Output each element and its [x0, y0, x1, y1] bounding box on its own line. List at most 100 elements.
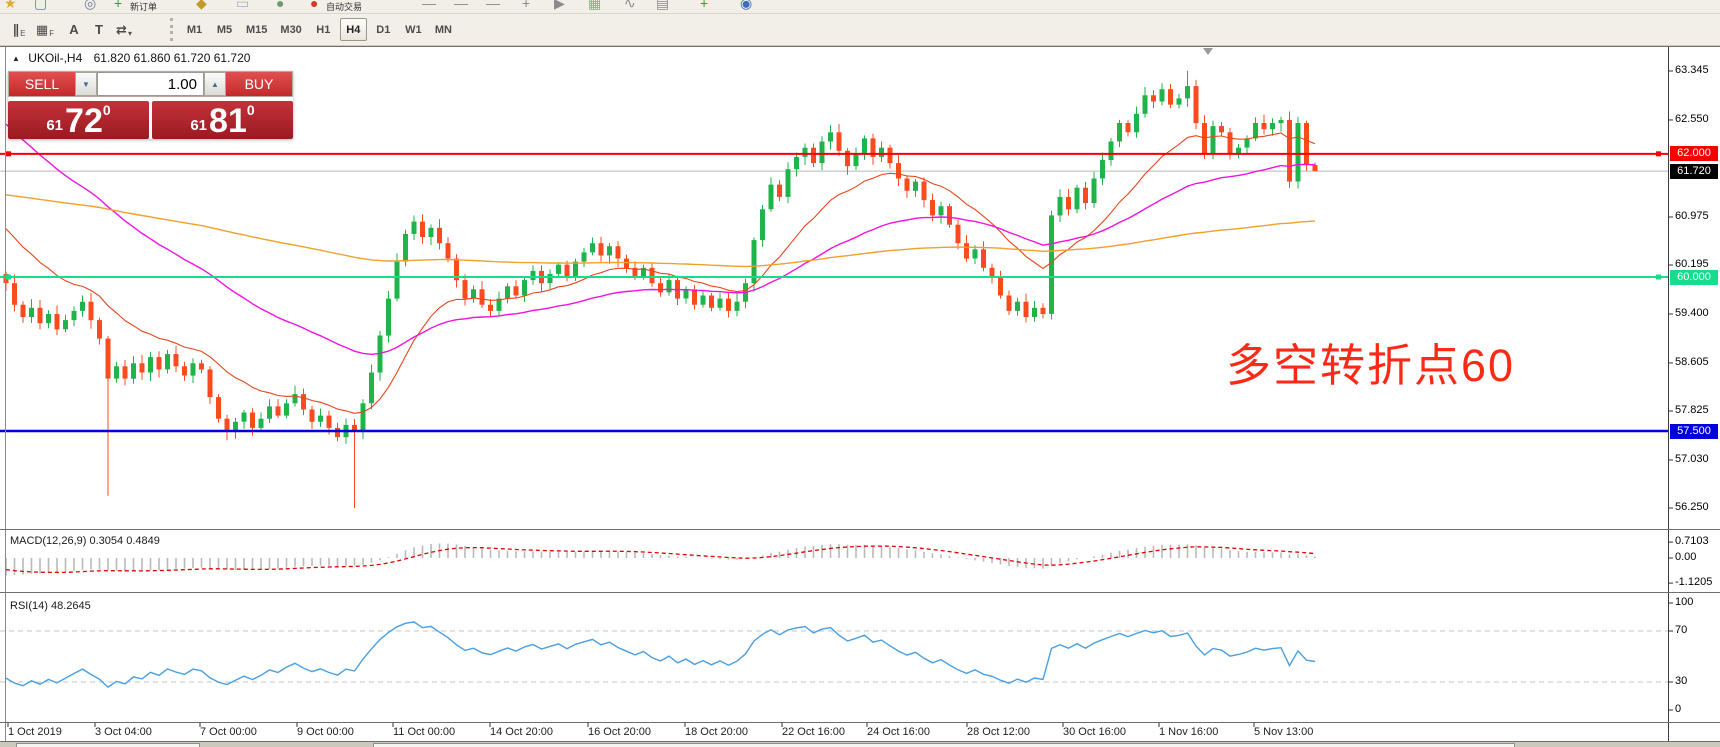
expert-advisor-icon[interactable]: ◆ [196, 0, 207, 11]
sell-price-pip: 0 [102, 102, 111, 118]
trade-panel-controls: SELL ▼ ▲ BUY [8, 71, 293, 97]
timeframe-button-d1[interactable]: D1 [370, 18, 397, 41]
timeframe-button-h4[interactable]: H4 [339, 18, 367, 41]
buy-price-prefix: 61 [190, 117, 208, 134]
timeframe-button-h1[interactable]: H1 [310, 18, 337, 41]
timeframe-button-m30[interactable]: M30 [275, 18, 306, 41]
timeframe-button-m1[interactable]: M1 [181, 18, 208, 41]
image-icon[interactable]: ▦ [588, 0, 602, 11]
timeframe-button-mn[interactable]: MN [430, 18, 457, 41]
arrows-tool-icon[interactable]: ⇄ ▾ [116, 21, 132, 39]
sell-button[interactable]: SELL [9, 72, 75, 96]
new-order-icon[interactable]: + [114, 0, 123, 11]
timeframe-button-m15[interactable]: M15 [241, 18, 272, 41]
ohlc-values: 61.820 61.860 61.720 61.720 [93, 51, 251, 65]
price-tick-label: 60.195 [1675, 258, 1709, 271]
timeframe-button-row: M1 M5 M15 M30 H1 H4 D1 W1 MN [181, 18, 457, 41]
drawing-and-timeframe-toolbar: M1 M5 M15 M30 H1 H4 D1 W1 MN ∥ E ▦ F A T ⇄ ▾ [0, 14, 1720, 46]
symbol-name: UKOil-,H4 [28, 51, 83, 65]
price-tick-label: 60.975 [1675, 209, 1709, 222]
window-bottom-strip [0, 742, 1720, 747]
date-tick-label: 7 Oct 00:00 [200, 726, 257, 738]
symbol-ohlc-header: UKOil-,H4 61.820 61.860 61.720 61.720 [12, 51, 250, 65]
add-indicator-icon[interactable]: + [700, 0, 709, 11]
main-toolbar: ★ ▢ ◎ + 新订单 ◆ ▭ ● ● 自动交易 — — — + ▶ ▦ ∿ ▤ + ◉ [0, 0, 1720, 14]
buy-price-pip: 0 [246, 102, 255, 118]
volume-increase-button[interactable]: ▲ [204, 72, 226, 96]
buy-price-main: 81 [209, 102, 247, 140]
price-tick-label: 57.825 [1675, 403, 1709, 416]
macd-axis-label: -1.1205 [1675, 576, 1713, 589]
rsi-axis-label: 70 [1675, 624, 1688, 636]
price-tick-label: 57.030 [1675, 452, 1709, 465]
indicator-list-icon[interactable]: ∿ [624, 0, 636, 11]
timeframe-button-w1[interactable]: W1 [400, 18, 427, 41]
sell-price-main: 72 [65, 102, 103, 140]
chart-text-annotation[interactable]: 多空转折点60 [1226, 340, 1516, 391]
zoom-icon[interactable]: ◎ [84, 0, 97, 11]
web-globe-icon[interactable]: ● [276, 0, 285, 11]
date-tick-label: 30 Oct 16:00 [1063, 726, 1126, 738]
crosshair-icon[interactable]: + [522, 0, 531, 11]
date-tick-label: 5 Nov 13:00 [1254, 726, 1314, 738]
template-icon[interactable]: ▤ [656, 0, 670, 11]
favorites-star-icon[interactable]: ★ [4, 0, 17, 11]
date-tick-label: 16 Oct 20:00 [588, 726, 651, 738]
sell-price-prefix: 61 [46, 117, 64, 134]
price-badge-61.720: 61.720 [1670, 163, 1718, 179]
date-tick-label: 9 Oct 00:00 [297, 726, 354, 738]
price-tick-label: 56.250 [1675, 501, 1709, 513]
price-tick-label: 63.345 [1675, 64, 1709, 76]
price-badge-57.500: 57.500 [1670, 423, 1718, 439]
buy-price-tile[interactable]: 61 81 0 [152, 101, 293, 139]
rsi-indicator-label: RSI(14) 48.2645 [10, 600, 91, 612]
one-click-trading-panel[interactable]: SELL ▼ ▲ BUY 61 72 0 61 81 0 [8, 71, 293, 139]
timeframe-button-m5[interactable]: M5 [211, 18, 238, 41]
sell-price-tile[interactable]: 61 72 0 [8, 101, 149, 139]
trendline-tool-icon[interactable]: — [486, 0, 500, 11]
date-tick-label: 22 Oct 16:00 [782, 726, 845, 738]
vline-tool-icon[interactable]: — [454, 0, 468, 11]
help-icon[interactable]: ◉ [740, 0, 753, 11]
chart-shift-marker-icon [1203, 48, 1213, 55]
trade-panel-prices: 61 72 0 61 81 0 [8, 101, 293, 139]
new-chart-icon[interactable]: ▢ [34, 0, 48, 11]
macd-axis-label: 0.7103 [1675, 535, 1709, 548]
symbol-collapse-icon[interactable] [12, 51, 25, 65]
price-tick-label: 62.550 [1675, 112, 1709, 125]
hline-tool-icon[interactable]: — [422, 0, 436, 11]
date-tick-label: 14 Oct 20:00 [490, 726, 553, 738]
buy-button[interactable]: BUY [226, 72, 292, 96]
rsi-axis-label: 30 [1675, 675, 1688, 687]
horizontal-scrollbar[interactable] [373, 743, 1515, 747]
text-label-tool-icon[interactable]: A [69, 22, 79, 37]
date-tick-label: 3 Oct 04:00 [95, 726, 152, 738]
date-tick-label: 1 Nov 16:00 [1159, 726, 1219, 738]
date-tick-label: 28 Oct 12:00 [967, 726, 1030, 738]
date-tick-label: 11 Oct 00:00 [393, 726, 456, 738]
price-badge-60.000: 60.000 [1670, 269, 1718, 285]
macd-axis-label: 0.00 [1675, 551, 1697, 563]
text-box-tool-icon[interactable]: T [95, 22, 103, 37]
cursor-icon[interactable]: ▶ [554, 0, 565, 11]
new-order-icon-label[interactable]: 新订单 [130, 2, 158, 12]
volume-decrease-button[interactable]: ▼ [75, 72, 97, 96]
status-box[interactable] [16, 743, 200, 747]
volume-input[interactable] [97, 72, 204, 96]
autotrading-icon-label[interactable]: 自动交易 [326, 2, 363, 12]
rsi-axis-label: 100 [1675, 596, 1694, 608]
price-badge-62.000: 62.000 [1670, 146, 1718, 162]
autotrading-icon[interactable]: ● [310, 0, 319, 11]
date-tick-label: 24 Oct 16:00 [867, 726, 930, 738]
date-tick-label: 18 Oct 20:00 [685, 726, 748, 738]
date-tick-label: 1 Oct 2019 [8, 726, 62, 738]
macd-indicator-label: MACD(12,26,9) 0.3054 0.4849 [10, 535, 160, 547]
toolbar-grip[interactable] [170, 18, 176, 41]
fibonacci-tool-icon[interactable]: ▦ F [35, 21, 55, 39]
rsi-axis-label: 0 [1675, 703, 1682, 715]
channel-tool-icon[interactable]: ∥ E [12, 21, 26, 39]
chart-type-icon[interactable]: ▭ [236, 0, 250, 11]
price-tick-label: 58.605 [1675, 355, 1709, 368]
